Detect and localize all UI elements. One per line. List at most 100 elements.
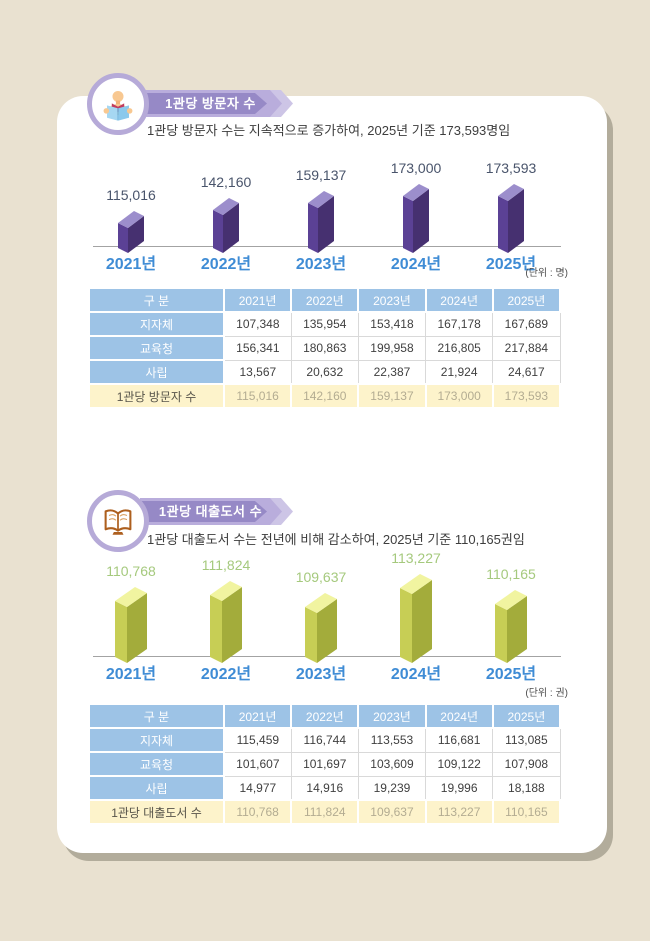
summary-value-cell: 159,137 — [357, 383, 427, 409]
data-cell: 115,459 — [223, 727, 292, 753]
table-row: 교육청 156,341 180,863 199,958 216,805 217,884 — [88, 335, 561, 361]
table-row: 지자체 107,348 135,954 153,418 167,178 167,689 — [88, 311, 561, 337]
bar-3d — [498, 184, 524, 253]
data-cell: 167,689 — [492, 311, 561, 337]
data-cell: 24,617 — [492, 359, 561, 385]
bar-value-label: 173,593 — [485, 160, 537, 176]
summary-value-cell: 173,000 — [424, 383, 494, 409]
data-cell: 109,122 — [425, 751, 494, 777]
data-cell: 101,697 — [290, 751, 359, 777]
data-cell: 107,348 — [223, 311, 292, 337]
summary-value-cell: 113,227 — [424, 799, 494, 825]
bar-column: 113,227 2024년 — [369, 536, 463, 688]
table-header-year: 2025년 — [491, 703, 562, 729]
data-cell: 113,553 — [357, 727, 427, 753]
data-cell: 22,387 — [357, 359, 427, 385]
data-cell: 180,863 — [290, 335, 359, 361]
bar-column: 173,000 2024년 — [369, 146, 463, 275]
row-label-cell: 사립 — [88, 359, 225, 385]
bar-3d — [403, 184, 429, 253]
table-header-year: 2023년 — [357, 703, 427, 729]
data-cell: 135,954 — [290, 311, 359, 337]
bar-column: 110,768 2021년 — [84, 536, 178, 688]
open-book-icon — [104, 509, 132, 535]
bar-column: 142,160 2022년 — [179, 146, 273, 275]
bar-column: 109,637 2023년 — [274, 536, 368, 688]
summary-value-cell: 115,016 — [222, 383, 293, 409]
bar-column: 115,016 2021년 — [84, 146, 178, 275]
x-axis-line — [93, 656, 561, 657]
table-row: 사립 14,977 14,916 19,239 19,996 18,188 — [88, 775, 561, 801]
visitors-table-wrap: 구 분 2021년 2022년 2023년 2024년 2025년 지자체 107,348 13… — [88, 287, 562, 409]
table-header-year: 2024년 — [424, 703, 494, 729]
bar-value-label: 111,824 — [201, 557, 251, 573]
bar-3d — [308, 191, 334, 253]
row-label-cell: 지자체 — [88, 311, 225, 337]
data-cell: 103,609 — [357, 751, 427, 777]
section2-unit-label: (단위 : 권) — [525, 688, 568, 699]
data-cell: 156,341 — [223, 335, 292, 361]
data-cell: 167,178 — [425, 311, 494, 337]
table-header-year: 2024년 — [424, 287, 494, 313]
bar-value-label: 110,768 — [106, 563, 156, 579]
bar-3d — [115, 587, 147, 663]
data-cell: 216,805 — [425, 335, 494, 361]
bar-3d — [305, 593, 337, 663]
data-cell: 18,188 — [492, 775, 561, 801]
document-card: 1관당 방문자 수 1관당 방문자 수는 지속적으로 증가하여, 2025년 기… — [57, 73, 607, 853]
section2-description: 1관당 대출도서 수는 전년에 비해 감소하여, 2025년 기준 110,16… — [147, 532, 525, 547]
bar-column: 159,137 2023년 — [274, 146, 368, 275]
data-table: 구 분 2021년 2022년 2023년 2024년 2025년 지자체 107,348 13… — [88, 287, 562, 409]
data-table: 구 분 2021년 2022년 2023년 2024년 2025년 지자체 115,459 11… — [88, 703, 562, 825]
data-cell: 19,996 — [425, 775, 494, 801]
data-cell: 19,239 — [357, 775, 427, 801]
data-cell: 153,418 — [357, 311, 427, 337]
visitors-bar-chart: 115,016 2021년 142,160 2022년 159,137 2023년 173,… — [88, 146, 563, 275]
bar-3d — [210, 581, 242, 663]
data-cell: 13,567 — [223, 359, 292, 385]
bar-value-label: 115,016 — [106, 187, 156, 203]
summary-value-cell: 111,824 — [290, 799, 360, 825]
bar-value-label: 110,165 — [486, 566, 536, 582]
loans-table-wrap: 구 분 2021년 2022년 2023년 2024년 2025년 지자체 115,459 11… — [88, 703, 562, 825]
data-cell: 14,977 — [223, 775, 292, 801]
section2-icon-badge — [87, 490, 149, 552]
data-cell: 116,681 — [425, 727, 494, 753]
reader-icon — [103, 90, 133, 121]
summary-label-cell: 1관당 대출도서 수 — [88, 799, 225, 825]
bar-year-label: 2022년 — [200, 256, 252, 273]
bar-year-label: 2022년 — [200, 666, 252, 683]
data-cell: 113,085 — [492, 727, 561, 753]
bar-column: 110,165 2025년 — [464, 536, 558, 688]
summary-value-cell: 110,165 — [491, 799, 562, 825]
table-header-category: 구 분 — [88, 703, 225, 729]
row-label-cell: 지자체 — [88, 727, 225, 753]
table-header-year: 2023년 — [357, 287, 427, 313]
summary-row: 1관당 대출도서 수 110,768 111,824 109,637 113,227 11… — [88, 799, 562, 825]
summary-value-cell: 173,593 — [491, 383, 562, 409]
table-header-year: 2025년 — [491, 287, 562, 313]
bar-year-label: 2021년 — [105, 256, 157, 273]
summary-label-cell: 1관당 방문자 수 — [88, 383, 225, 409]
summary-row: 1관당 방문자 수 115,016 142,160 159,137 173,000 173… — [88, 383, 562, 409]
bar-value-label: 173,000 — [390, 160, 442, 176]
bar-year-label: 2024년 — [390, 256, 442, 273]
row-label-cell: 교육청 — [88, 751, 225, 777]
loans-bar-chart: 110,768 2021년 111,824 2022년 109,637 2023년 113,… — [88, 536, 563, 688]
bar-3d — [118, 211, 144, 253]
data-cell: 14,916 — [290, 775, 359, 801]
row-label-cell: 사립 — [88, 775, 225, 801]
section1-description: 1관당 방문자 수는 지속적으로 증가하여, 2025년 기준 173,593명… — [147, 123, 511, 138]
bar-3d — [495, 590, 527, 663]
row-label-cell: 교육청 — [88, 335, 225, 361]
bar-year-label: 2021년 — [105, 666, 157, 683]
summary-value-cell: 142,160 — [290, 383, 360, 409]
data-cell: 199,958 — [357, 335, 427, 361]
bar-column: 111,824 2022년 — [179, 536, 273, 688]
bar-year-label: 2025년 — [485, 256, 537, 273]
data-cell: 101,607 — [223, 751, 292, 777]
table-header-year: 2022년 — [290, 703, 360, 729]
section1-title-badge: 1관당 방문자 수 — [140, 93, 267, 114]
table-row: 사립 13,567 20,632 22,387 21,924 24,617 — [88, 359, 561, 385]
